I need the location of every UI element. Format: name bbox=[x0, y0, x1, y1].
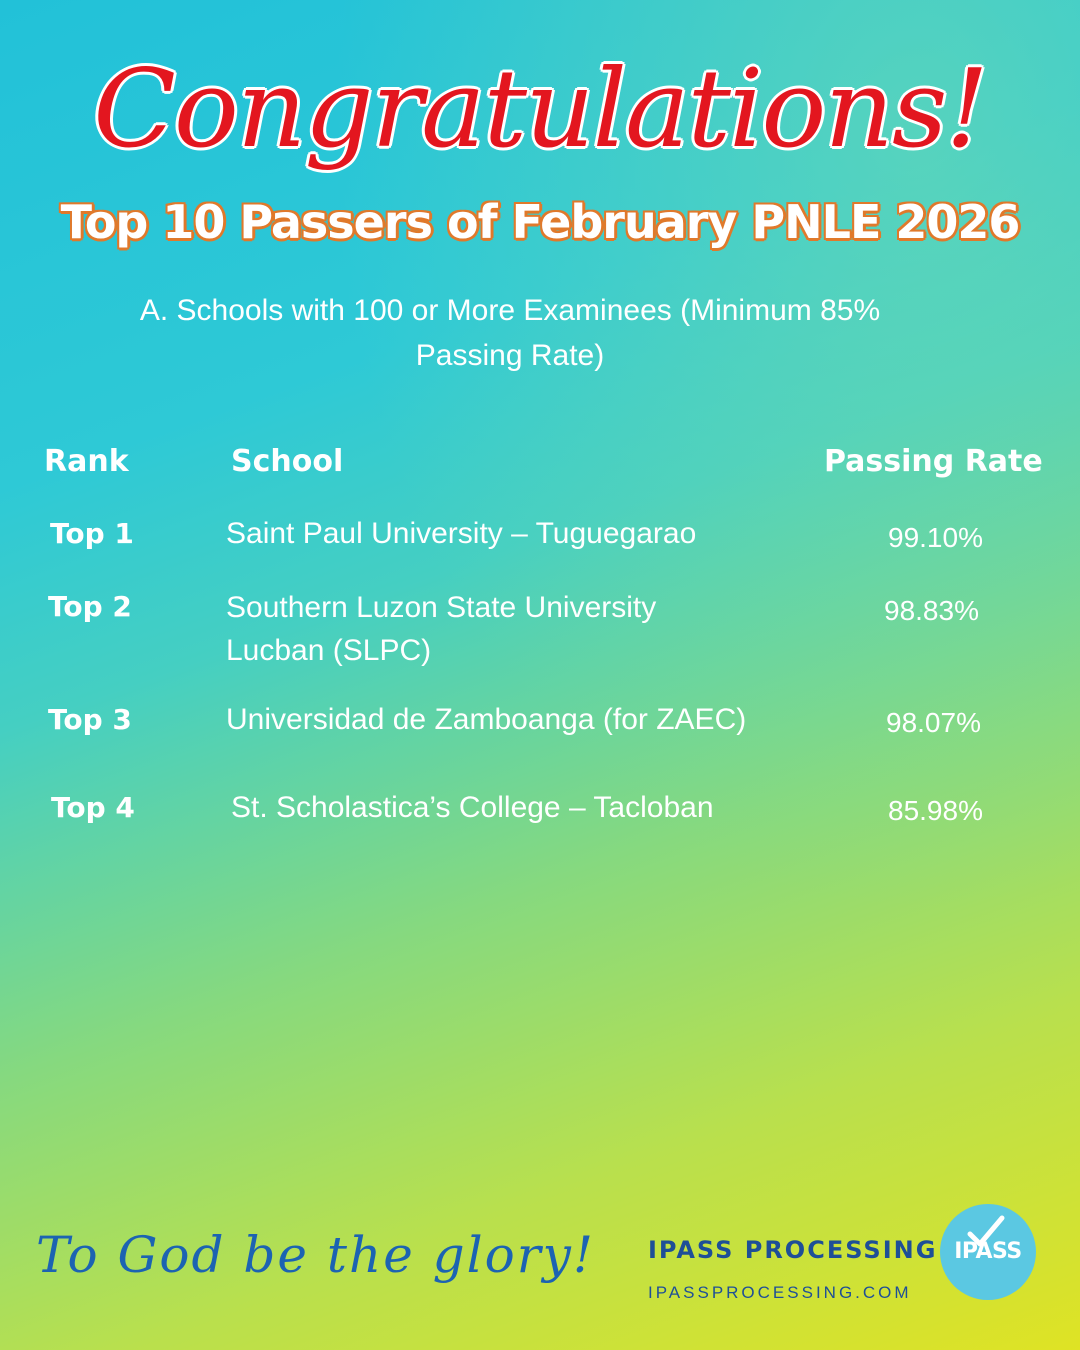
rank-cell: Top 3 bbox=[48, 703, 132, 736]
rank-column-header: Rank bbox=[44, 444, 129, 479]
rank-cell: Top 1 bbox=[50, 517, 134, 550]
subtitle-line-1: A. Schools with 100 or More Examinees (M… bbox=[139, 294, 881, 327]
category-subtitle: A. Schools with 100 or More Examinees (M… bbox=[60, 288, 960, 378]
passing-rate-column-header: Passing Rate bbox=[824, 444, 1043, 479]
school-cell-line-2: Lucban (SLPC) bbox=[226, 634, 432, 667]
rate-cell: 99.10% bbox=[888, 522, 983, 553]
logo-text: IPASS bbox=[954, 1239, 1022, 1264]
ipass-logo: IPASS bbox=[940, 1204, 1036, 1300]
school-cell: Southern Luzon State University Lucban (… bbox=[226, 586, 836, 672]
school-cell: St. Scholastica’s College – Tacloban bbox=[231, 791, 714, 824]
school-column-header: School bbox=[231, 444, 344, 479]
school-cell-line-1: Southern Luzon State University bbox=[226, 591, 657, 624]
page-title: Top 10 Passers of February PNLE 2026 bbox=[60, 195, 1021, 249]
rank-cell: Top 4 bbox=[51, 791, 135, 824]
brand-url[interactable]: IPASSPROCESSING.COM bbox=[648, 1283, 912, 1302]
school-cell: Saint Paul University – Tuguegarao bbox=[226, 517, 697, 550]
brand-name: IPASS PROCESSING bbox=[648, 1236, 938, 1264]
rank-cell: Top 2 bbox=[48, 590, 132, 623]
rate-cell: 98.83% bbox=[884, 595, 979, 626]
glory-tagline: To God be the glory! bbox=[36, 1226, 596, 1284]
rate-cell: 85.98% bbox=[888, 795, 983, 826]
checkmark-icon bbox=[967, 1215, 1005, 1247]
rate-cell: 98.07% bbox=[886, 707, 981, 738]
school-cell: Universidad de Zamboanga (for ZAEC) bbox=[226, 703, 747, 736]
subtitle-line-2: Passing Rate) bbox=[415, 339, 605, 372]
congratulations-headline: Congratulations! bbox=[93, 47, 989, 172]
